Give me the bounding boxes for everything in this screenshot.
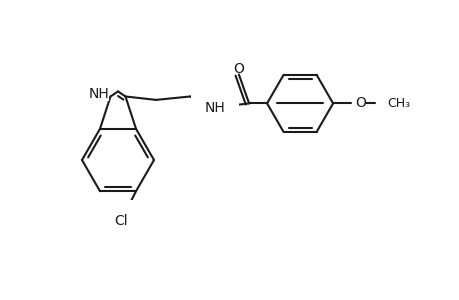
Text: Cl: Cl [114, 214, 128, 228]
Text: NH: NH [88, 88, 109, 101]
Text: NH: NH [204, 101, 225, 116]
Text: CH₃: CH₃ [386, 97, 409, 110]
Text: O: O [233, 62, 244, 76]
Text: O: O [354, 96, 365, 110]
